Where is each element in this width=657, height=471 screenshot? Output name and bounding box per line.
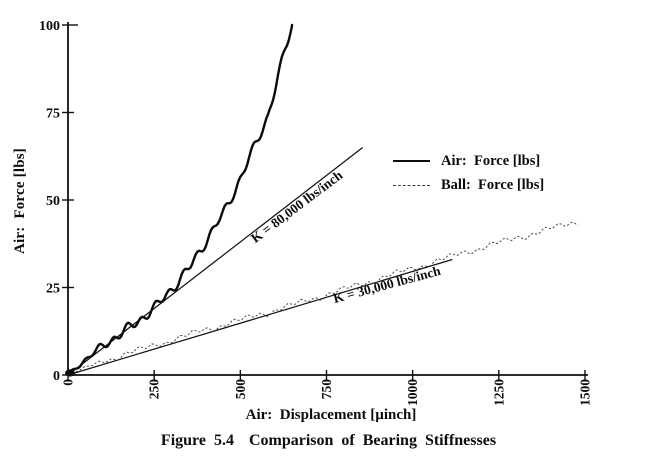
- figure-caption-label: Figure 5.4: [160, 432, 234, 449]
- x-tick-label: 1500: [578, 379, 593, 406]
- chart-legend: Air: Force [lbs] Ball: Force [lbs]: [393, 149, 544, 197]
- y-axis-title: Air: Force [lbs]: [12, 148, 28, 255]
- y-tick-label: 75: [46, 107, 60, 122]
- x-tick-label: 0: [61, 379, 76, 386]
- figure-caption-title: Comparison of Bearing Stiffnesses: [248, 432, 497, 449]
- y-tick-label: 50: [46, 194, 60, 209]
- x-tick-label: 250: [147, 379, 162, 400]
- figure-caption: Figure 5.4 Comparison of Bearing Stiffne…: [0, 432, 657, 450]
- x-axis-title: Air: Displacement [µinch]: [245, 407, 417, 423]
- legend-air-line-swatch: [393, 160, 430, 162]
- x-tick-label: 1000: [405, 379, 420, 406]
- legend-item-air: Air: Force [lbs]: [393, 149, 544, 173]
- legend-air-label: Air: Force [lbs]: [441, 152, 541, 169]
- ref-line-30k: [67, 258, 453, 376]
- x-tick-label: 750: [319, 379, 334, 400]
- y-tick-label: 0: [53, 369, 60, 384]
- x-tick-label: 1250: [491, 379, 506, 406]
- x-tick-label: 500: [233, 379, 248, 400]
- y-tick-label: 100: [39, 19, 60, 34]
- legend-ball-label: Ball: Force [lbs]: [441, 176, 545, 193]
- y-tick-label: 25: [46, 282, 60, 297]
- series-air-line: [66, 23, 294, 376]
- legend-item-ball: Ball: Force [lbs]: [393, 173, 544, 197]
- legend-ball-line-swatch: [393, 184, 430, 186]
- series-ball-line: [67, 221, 579, 375]
